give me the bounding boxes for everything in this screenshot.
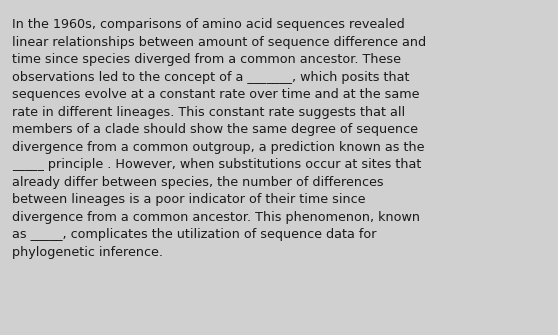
Text: In the 1960s, comparisons of amino acid sequences revealed
linear relationships : In the 1960s, comparisons of amino acid … xyxy=(12,18,426,259)
